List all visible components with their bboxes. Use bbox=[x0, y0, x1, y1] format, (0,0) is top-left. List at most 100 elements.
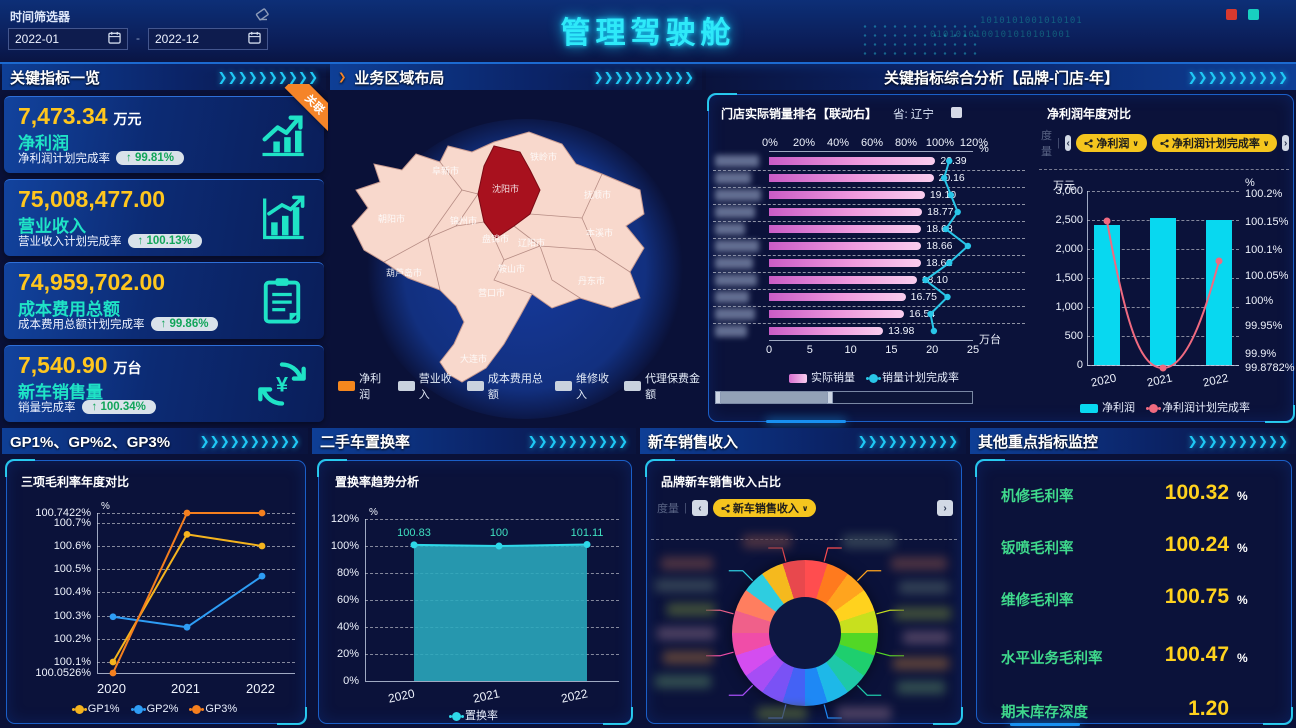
header-chevrons-decoration bbox=[593, 70, 694, 84]
sales-bar[interactable] bbox=[769, 191, 925, 199]
svg-text:朝阳市: 朝阳市 bbox=[378, 213, 405, 224]
line-point bbox=[1103, 217, 1111, 225]
brand-label-blurred bbox=[757, 707, 807, 720]
measure-next-button[interactable]: › bbox=[937, 500, 953, 516]
clear-filter-icon[interactable] bbox=[254, 6, 270, 22]
profit-bar[interactable] bbox=[1150, 218, 1176, 365]
sales-bar[interactable] bbox=[769, 310, 904, 318]
kpi-card-net-profit[interactable]: 7,473.34 万元 净利润 净利润计划完成率 ↑ 99.81% bbox=[4, 96, 324, 173]
area-fill bbox=[414, 544, 587, 681]
measure-prev-button[interactable]: ‹ bbox=[691, 500, 708, 516]
swap-legend[interactable]: 置换率 bbox=[319, 707, 631, 723]
swap-legend-rate[interactable]: 置换率 bbox=[452, 707, 498, 723]
header-mini-teal-icon[interactable] bbox=[1248, 9, 1259, 20]
end-date-input[interactable]: 2022-12 bbox=[148, 28, 268, 50]
gp-legend-item[interactable]: GP3% bbox=[192, 703, 237, 715]
map-region-liaoning[interactable] bbox=[351, 131, 645, 383]
kpi-card-new-car-sales[interactable]: 7,540.90 万台 新车销售量 销量完成率 ↑ 100.34% ¥ bbox=[4, 345, 324, 422]
clipboard-icon bbox=[256, 275, 308, 327]
profit-legend[interactable]: 净利润 净利润计划完成率 bbox=[1039, 399, 1291, 415]
measure-prev-button[interactable]: ‹ bbox=[1064, 135, 1072, 151]
measure-pill-newcar-revenue[interactable]: 新车销售收入 ∨ bbox=[712, 499, 817, 517]
map-panel-header: ❯ 业务区域布局 bbox=[330, 64, 702, 90]
donut-hole bbox=[769, 597, 841, 669]
measure-pill-net-profit[interactable]: 净利润 ∨ bbox=[1076, 134, 1147, 152]
sales-bar[interactable] bbox=[769, 157, 936, 165]
gridline bbox=[365, 519, 619, 520]
profit-legend-bars[interactable]: 净利润 bbox=[1080, 399, 1135, 415]
gp-legend[interactable]: GP1% GP2% GP3% bbox=[7, 703, 305, 715]
start-date-input[interactable]: 2022-01 bbox=[8, 28, 128, 50]
line-point bbox=[946, 157, 953, 165]
brand-label-blurred bbox=[655, 675, 711, 688]
gp-legend-item[interactable]: GP1% bbox=[74, 703, 120, 715]
brand-label-blurred bbox=[899, 581, 949, 594]
svg-text:葫芦岛市: 葫芦岛市 bbox=[386, 267, 422, 278]
svg-text:丹东市: 丹东市 bbox=[578, 275, 605, 286]
newcar-measure-controls: 度量 | ‹ 新车销售收入 ∨ › bbox=[657, 499, 953, 517]
gp-legend-item[interactable]: GP2% bbox=[133, 703, 179, 715]
sales-bar[interactable] bbox=[769, 225, 922, 233]
gp-panel-title: GP1%、GP%2、GP3% bbox=[10, 433, 171, 451]
legend-label: 代理保费金额 bbox=[645, 373, 701, 401]
legend-label: GP2% bbox=[146, 703, 179, 715]
rank-legend-line[interactable]: 销量计划完成率 bbox=[869, 369, 959, 385]
rank-legend[interactable]: 实际销量 销量计划完成率 bbox=[713, 369, 1035, 385]
measure-next-button[interactable]: › bbox=[1282, 135, 1289, 151]
gridline bbox=[97, 545, 295, 547]
map-legend-item[interactable]: 维修收入 bbox=[554, 370, 614, 402]
calendar-icon[interactable] bbox=[108, 31, 121, 47]
profit-chart-title: 净利润年度对比 bbox=[1047, 107, 1132, 121]
axis-tick: 100.4% bbox=[53, 586, 91, 599]
kpi-card-revenue[interactable]: 75,008,477.00 营业收入 营业收入计划完成率 ↑ 100.13% bbox=[4, 179, 324, 256]
axis-tick: 60% bbox=[860, 137, 884, 149]
sales-bar[interactable] bbox=[769, 174, 934, 182]
map-legend-item[interactable]: 净利润 bbox=[338, 370, 388, 402]
line-point bbox=[183, 509, 191, 517]
sales-bar[interactable] bbox=[769, 293, 906, 301]
dashed-separator bbox=[1039, 169, 1289, 170]
swap-area bbox=[410, 541, 591, 681]
settings-icon[interactable] bbox=[951, 107, 962, 118]
link-ribbon[interactable]: 关联 bbox=[272, 84, 328, 140]
store-name-blurred bbox=[715, 223, 745, 235]
legend-label: GP3% bbox=[205, 703, 238, 715]
share-icon bbox=[721, 503, 730, 513]
sales-bar[interactable] bbox=[769, 276, 917, 284]
rank-scrollbar-handle-right[interactable] bbox=[827, 391, 833, 404]
measure-label: 度量 bbox=[1041, 130, 1052, 158]
kpi-panel-title: 关键指标一览 bbox=[10, 69, 101, 87]
sales-bar[interactable] bbox=[769, 208, 923, 216]
sales-bar[interactable] bbox=[769, 259, 921, 267]
calendar-icon[interactable] bbox=[248, 31, 261, 47]
sales-bar[interactable] bbox=[769, 242, 922, 250]
map-legend-item[interactable]: 成本费用总额 bbox=[466, 370, 545, 402]
line-point bbox=[109, 658, 117, 666]
map-legend-item[interactable]: 营业收入 bbox=[397, 370, 457, 402]
profit-legend-line[interactable]: 净利润计划完成率 bbox=[1149, 399, 1250, 415]
gp-content-box: 三项毛利率年度对比 % 100.7422% 100.7% 100.6% 100.5% 10… bbox=[5, 459, 307, 725]
rank-legend-bars[interactable]: 实际销量 bbox=[789, 369, 855, 385]
brand-label-blurred bbox=[661, 557, 713, 570]
header-chevrons-decoration bbox=[199, 434, 300, 448]
metric-row: 维修毛利率 100.75% bbox=[977, 585, 1291, 615]
kpi-rate-badge: ↑ 100.13% bbox=[127, 234, 202, 248]
kpi-card-total-cost[interactable]: 74,959,702.00 成本费用总额 成本费用总额计划完成率 ↑ 99.86% bbox=[4, 262, 324, 339]
header-mini-red-icon[interactable] bbox=[1226, 9, 1237, 20]
sales-bar[interactable] bbox=[769, 327, 884, 335]
measure-pill-completion-rate[interactable]: 净利润计划完成率 ∨ bbox=[1151, 134, 1278, 152]
rank-scrollbar-fill[interactable] bbox=[716, 392, 832, 403]
liaoning-map[interactable]: 铁岭市 阜新市 沈阳市 抚顺市 朝阳市 锦州市 盘锦市 辽阳市 本溪市 鞍山市 … bbox=[344, 130, 688, 383]
rank-scrollbar-handle-left[interactable] bbox=[715, 391, 721, 404]
separator: | bbox=[684, 502, 687, 514]
profit-bar[interactable] bbox=[1094, 224, 1120, 365]
map-legend[interactable]: 净利润 营业收入 成本费用总额 维修收入 代理保费金额 bbox=[338, 370, 702, 402]
rank-scrollbar[interactable] bbox=[715, 391, 973, 404]
axis-tick: 10 bbox=[844, 344, 857, 356]
map-region-shenyang[interactable] bbox=[477, 145, 541, 239]
swap-chart-plot: % 120% 100% 80% 60% 40% 20% 0% 100.83 100 101.11 20… bbox=[319, 461, 631, 723]
map-legend-item[interactable]: 代理保费金额 bbox=[623, 370, 702, 402]
legend-label: 成本费用总额 bbox=[487, 373, 543, 401]
kpi-name: 营业收入 bbox=[18, 217, 86, 236]
brand-label-blurred bbox=[743, 535, 791, 548]
